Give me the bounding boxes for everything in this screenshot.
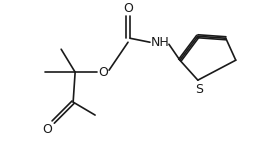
Text: NH: NH <box>151 36 169 49</box>
Text: S: S <box>195 83 203 96</box>
Text: O: O <box>123 2 133 15</box>
Text: O: O <box>98 66 108 79</box>
Text: O: O <box>42 123 52 136</box>
